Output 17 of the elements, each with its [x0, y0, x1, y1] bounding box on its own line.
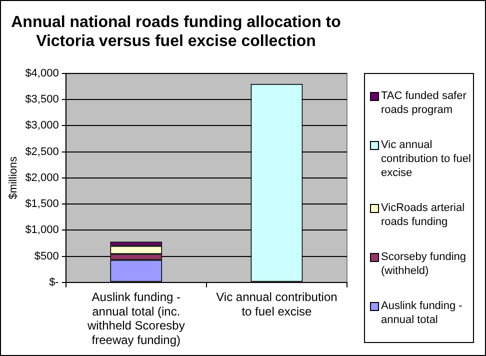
y-tick-label: $500	[34, 250, 59, 262]
legend-label: VicRoads arterial roads funding	[381, 200, 466, 229]
y-tick-label: $2,000	[25, 172, 59, 184]
y-axis-title: $millions	[8, 156, 20, 200]
y-tick-label: $-	[49, 276, 60, 288]
y-tick-label: $2,500	[25, 146, 59, 158]
x-tick-label: Auslink funding - annual total (inc. withheld Scoresby freeway funding)	[86, 290, 185, 348]
chart-title: Annual national roads funding allocation to Victoria versus fuel excise collection	[11, 14, 342, 50]
y-tick-label: $3,000	[25, 120, 59, 132]
legend-label: Auslink funding - annual total	[381, 299, 464, 328]
y-tick-label: $4,000	[25, 67, 59, 80]
legend-label: Scorseby funding (withheld)	[381, 250, 467, 278]
legend-label: TAC funded safer roads program	[381, 88, 468, 117]
legend-label: Vic annual contribution to fuel excise	[381, 138, 471, 180]
y-tick-label: $1,500	[25, 198, 59, 210]
y-tick-label: $1,000	[25, 224, 59, 236]
y-tick-label: $3,500	[25, 94, 59, 106]
